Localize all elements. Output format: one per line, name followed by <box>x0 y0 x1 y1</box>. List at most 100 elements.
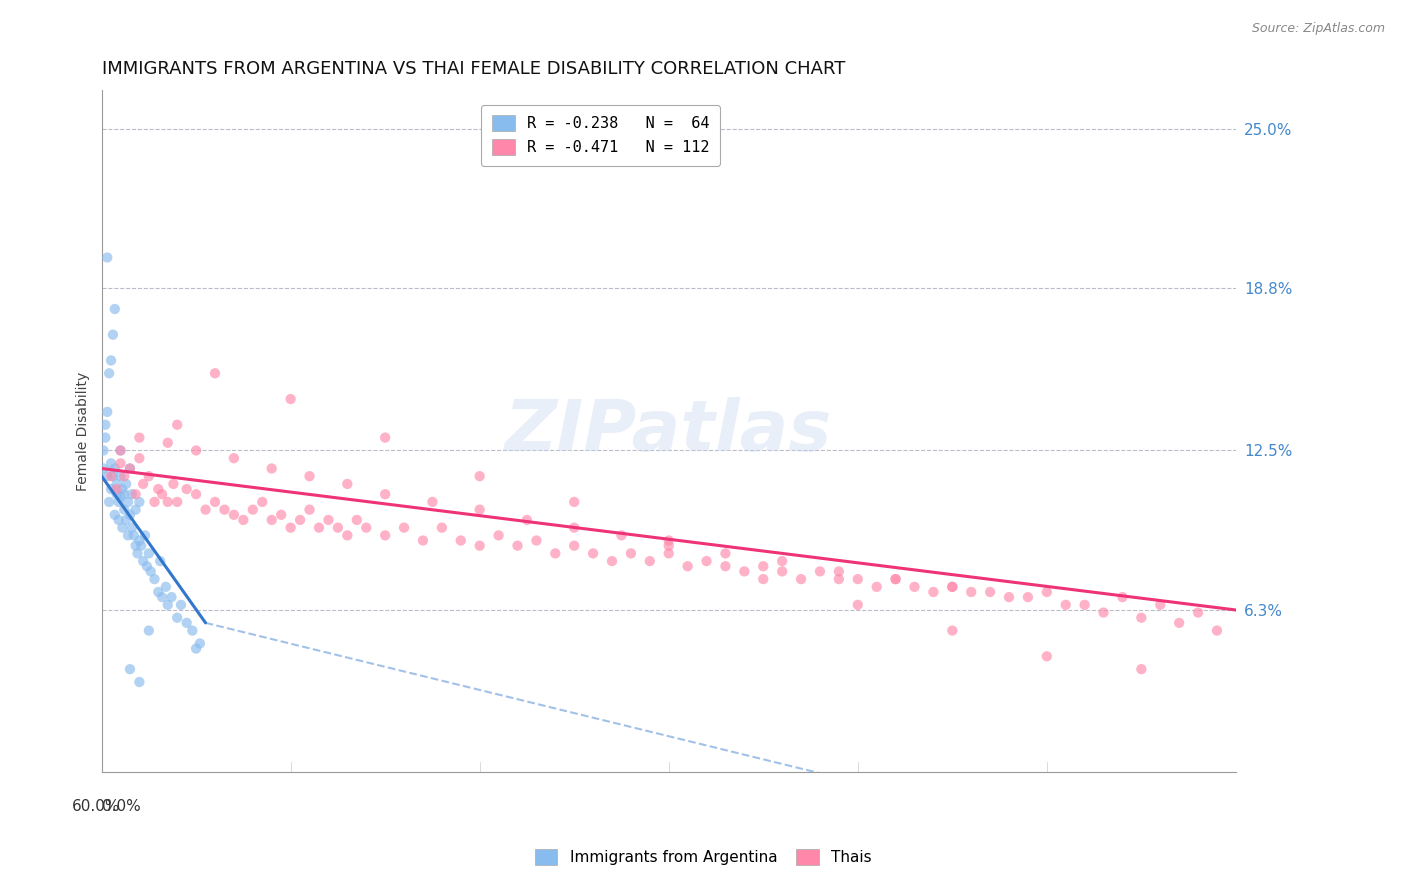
Point <box>136 559 159 574</box>
Point <box>156 495 179 509</box>
Point <box>124 539 146 553</box>
Point <box>1073 598 1095 612</box>
Point <box>127 546 149 560</box>
Point <box>638 554 661 568</box>
Point <box>941 624 963 638</box>
Point <box>354 521 377 535</box>
Point <box>149 554 172 568</box>
Point <box>752 559 775 574</box>
Point <box>232 513 254 527</box>
Point <box>941 580 963 594</box>
Point <box>1092 606 1115 620</box>
Point <box>98 495 121 509</box>
Point <box>96 469 118 483</box>
Point <box>260 461 283 475</box>
Point <box>93 443 115 458</box>
Point <box>166 611 188 625</box>
Text: 0.0%: 0.0% <box>101 799 141 814</box>
Point <box>960 585 983 599</box>
Point <box>658 546 681 560</box>
Point <box>115 513 138 527</box>
Point <box>204 366 226 380</box>
Point <box>392 521 415 535</box>
Point <box>122 528 145 542</box>
Point <box>124 487 146 501</box>
Point <box>222 508 245 522</box>
Point <box>374 487 396 501</box>
Text: IMMIGRANTS FROM ARGENTINA VS THAI FEMALE DISABILITY CORRELATION CHART: IMMIGRANTS FROM ARGENTINA VS THAI FEMALE… <box>101 60 845 78</box>
Point <box>288 513 311 527</box>
Point <box>714 546 737 560</box>
Point <box>884 572 907 586</box>
Point <box>544 546 567 560</box>
Point <box>336 477 359 491</box>
Point <box>134 528 156 542</box>
Point <box>121 521 143 535</box>
Point <box>488 528 510 542</box>
Point <box>128 451 150 466</box>
Point <box>181 624 204 638</box>
Point <box>176 482 198 496</box>
Point <box>105 477 128 491</box>
Point <box>1036 585 1059 599</box>
Point <box>128 431 150 445</box>
Point <box>1187 606 1209 620</box>
Point <box>100 353 122 368</box>
Point <box>808 565 831 579</box>
Point <box>166 417 188 432</box>
Point <box>374 431 396 445</box>
Point <box>270 508 292 522</box>
Point <box>903 580 925 594</box>
Point <box>526 533 548 548</box>
Point <box>156 435 179 450</box>
Point <box>148 482 170 496</box>
Point <box>318 513 340 527</box>
Point <box>112 487 135 501</box>
Point <box>866 580 889 594</box>
Point <box>468 469 491 483</box>
Point <box>94 417 117 432</box>
Point <box>1036 649 1059 664</box>
Point <box>111 521 134 535</box>
Point <box>922 585 945 599</box>
Text: ZIPatlas: ZIPatlas <box>505 397 832 466</box>
Point <box>132 554 155 568</box>
Point <box>115 477 138 491</box>
Point <box>1054 598 1077 612</box>
Point <box>117 495 139 509</box>
Point <box>658 533 681 548</box>
Point <box>336 528 359 542</box>
Point <box>298 469 321 483</box>
Point <box>194 502 217 516</box>
Point <box>124 502 146 516</box>
Point <box>94 431 117 445</box>
Point <box>104 508 127 522</box>
Point <box>150 487 173 501</box>
Point <box>714 559 737 574</box>
Point <box>562 521 585 535</box>
Point <box>828 565 851 579</box>
Point <box>143 572 166 586</box>
Point <box>101 327 124 342</box>
Point <box>280 392 302 406</box>
Point <box>468 502 491 516</box>
Point <box>184 487 207 501</box>
Point <box>562 495 585 509</box>
Point <box>658 539 681 553</box>
Point <box>128 495 150 509</box>
Point <box>110 443 132 458</box>
Point <box>582 546 605 560</box>
Point <box>170 598 193 612</box>
Point <box>111 482 134 496</box>
Point <box>326 521 349 535</box>
Point <box>104 301 127 316</box>
Point <box>1017 590 1039 604</box>
Point <box>166 495 188 509</box>
Point <box>770 565 793 579</box>
Point <box>374 528 396 542</box>
Legend: Immigrants from Argentina, Thais: Immigrants from Argentina, Thais <box>529 843 877 871</box>
Point <box>160 590 183 604</box>
Point <box>1206 624 1229 638</box>
Point <box>346 513 368 527</box>
Point <box>422 495 444 509</box>
